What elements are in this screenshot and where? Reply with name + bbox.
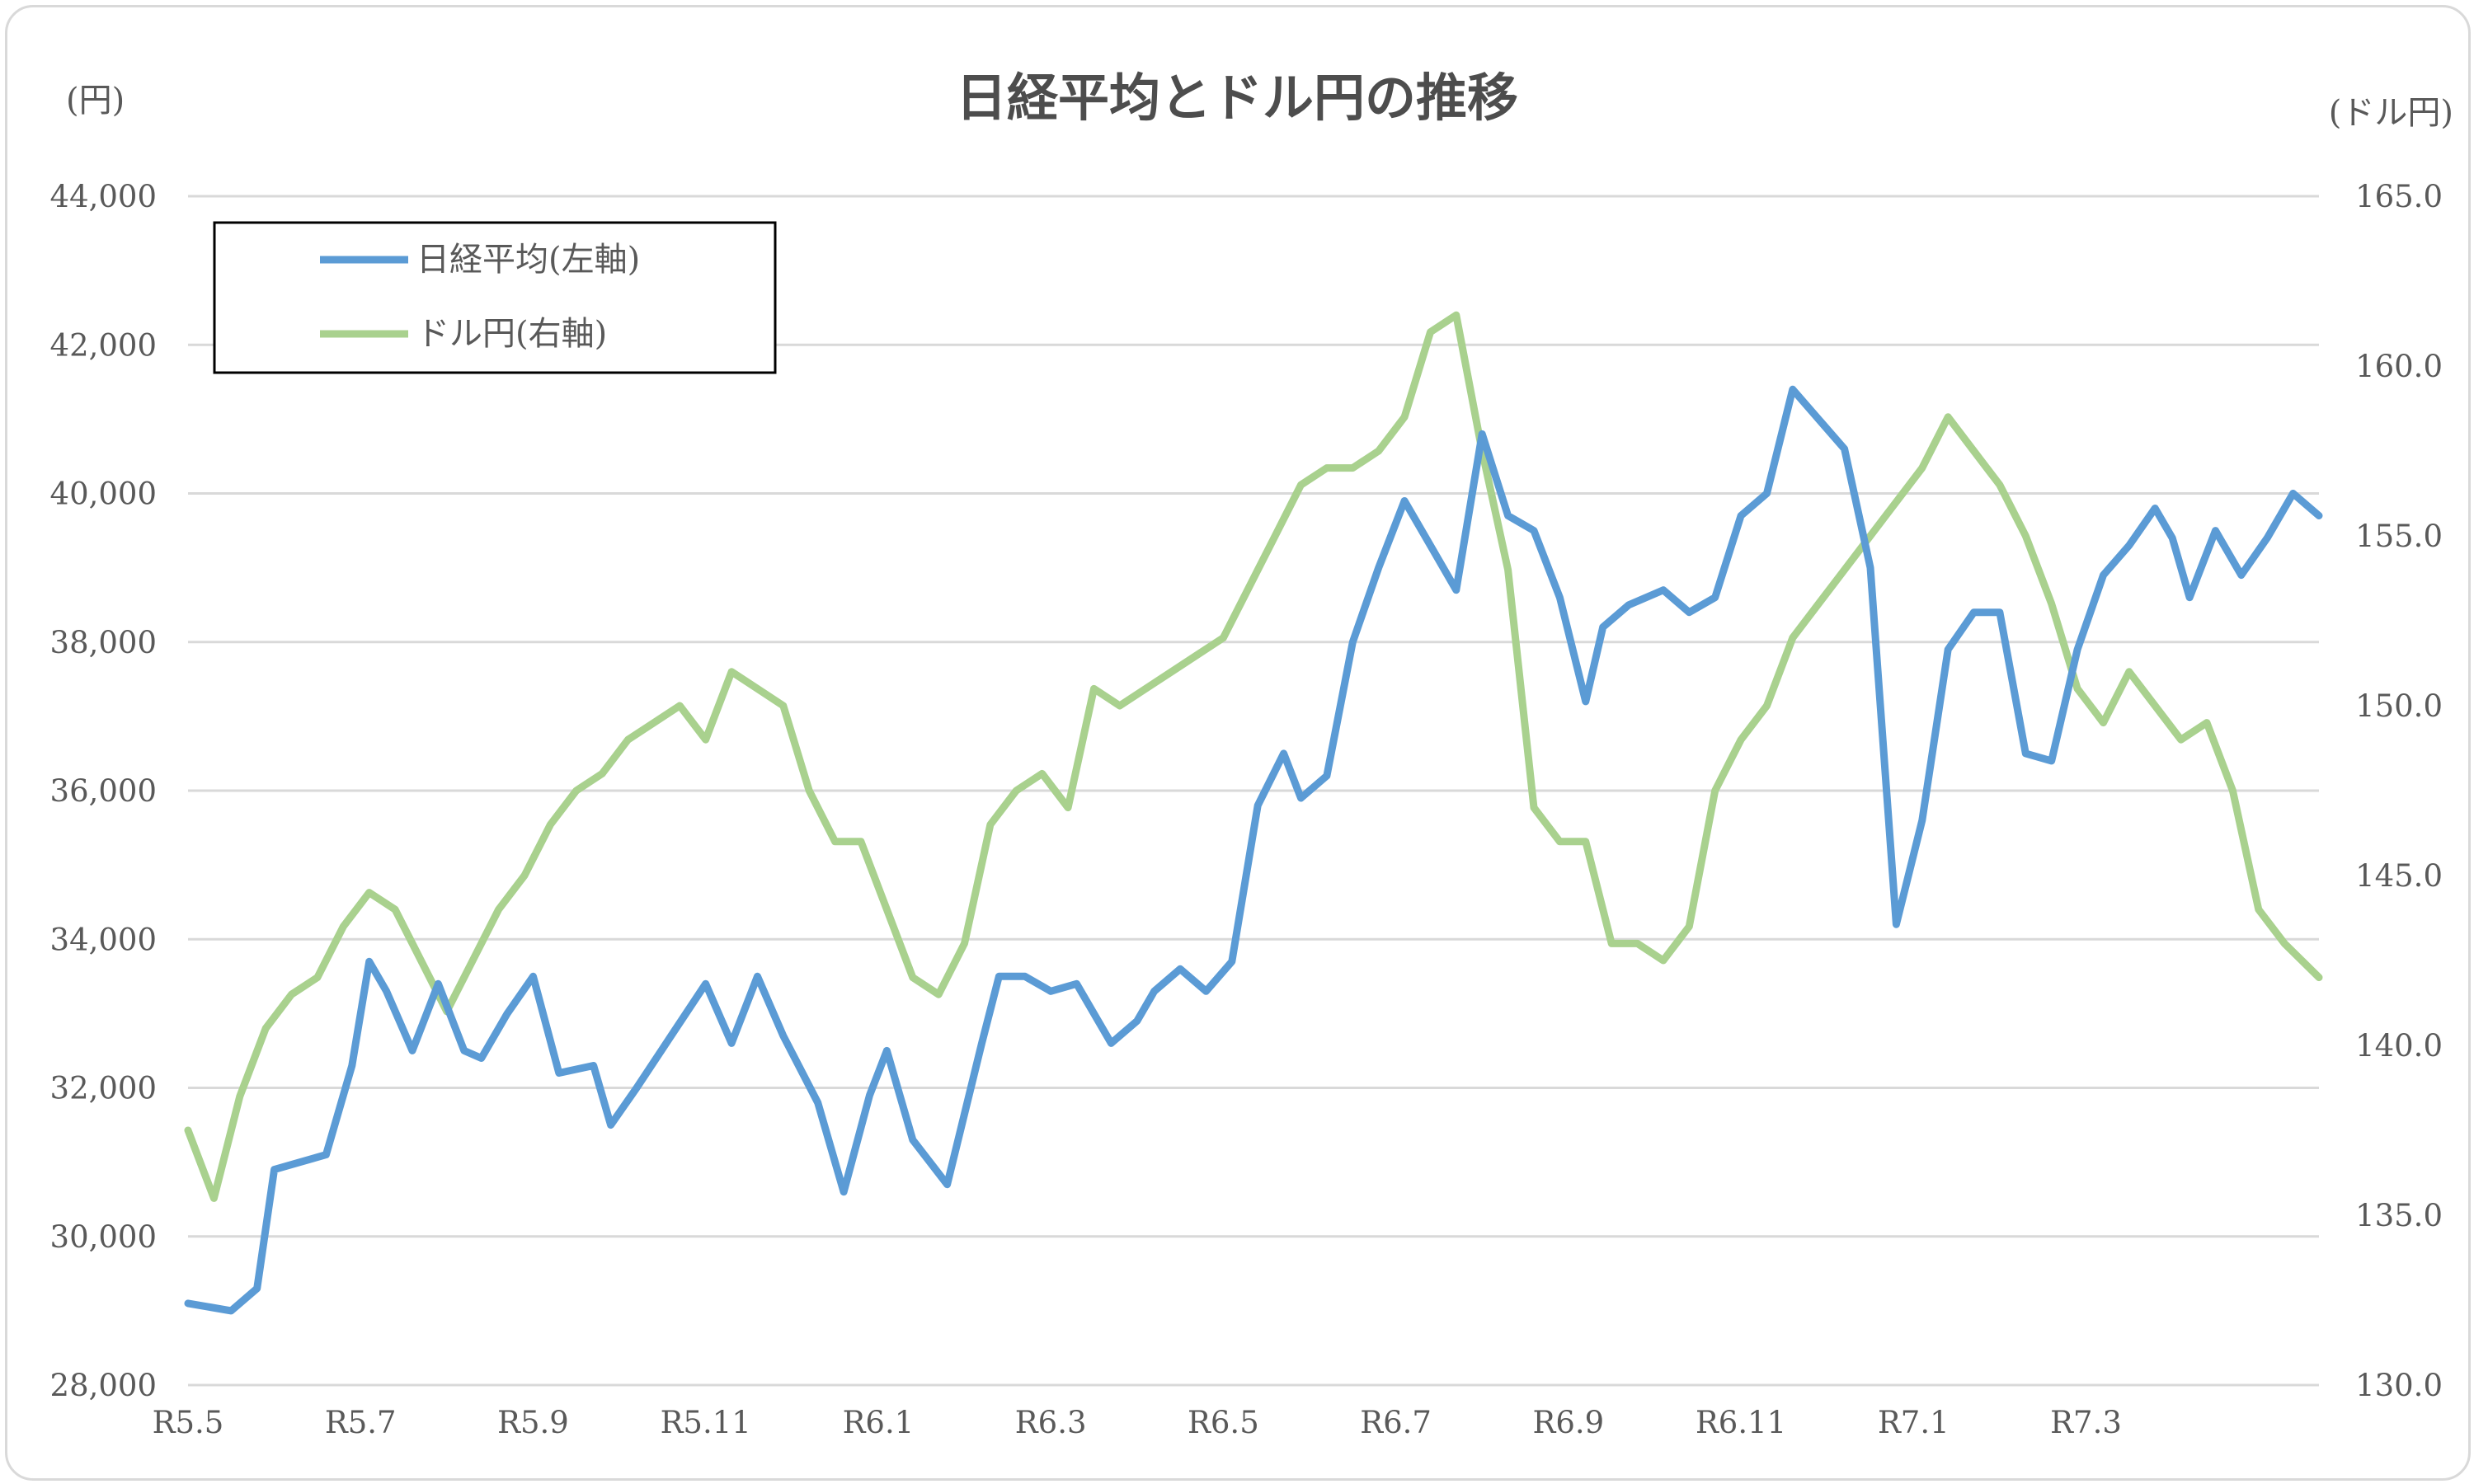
left-tick-label: 28,000 — [50, 1368, 157, 1403]
left-tick-label: 40,000 — [50, 477, 157, 512]
right-tick-label: 130.0 — [2355, 1368, 2443, 1403]
legend: 日経平均(左軸) ドル円(右軸) — [213, 221, 777, 374]
legend-nikkei-label: 日経平均(左軸) — [416, 241, 640, 279]
gridlines — [188, 195, 2319, 1387]
series-line-usdjpy — [184, 311, 2323, 1202]
left-tick-label: 34,000 — [50, 922, 157, 957]
right-tick-label: 145.0 — [2355, 858, 2443, 894]
left-axis-unit: (円) — [66, 82, 125, 120]
right-tick-label: 135.0 — [2355, 1198, 2443, 1233]
x-tick-label: R6.5 — [1188, 1405, 1259, 1440]
right-tick-label: 160.0 — [2355, 349, 2443, 384]
x-tick-label: R6.7 — [1360, 1405, 1432, 1440]
left-tick-label: 30,000 — [50, 1219, 157, 1255]
x-axis-ticks: R5.5 R5.7 R5.9 R5.11 R6.1 R6.3 R6.5 R6.7 R6.9 R6.… — [153, 1405, 2122, 1440]
right-axis-unit: (ドル円) — [2329, 94, 2453, 132]
x-tick-label: R5.9 — [497, 1405, 569, 1440]
legend-usdjpy-label: ドル円(右軸) — [416, 315, 607, 353]
x-tick-label: R6.9 — [1532, 1405, 1604, 1440]
left-tick-label: 44,000 — [50, 179, 157, 214]
right-axis-ticks: 130.0 135.0 140.0 145.0 150.0 155.0 160.0 165.0 — [2355, 179, 2443, 1403]
left-tick-label: 38,000 — [50, 625, 157, 660]
x-tick-label: R6.1 — [843, 1405, 915, 1440]
left-tick-label: 36,000 — [50, 773, 157, 809]
series-line-nikkei — [184, 385, 2323, 1315]
series-layer — [184, 311, 2323, 1315]
x-tick-label: R7.1 — [1878, 1405, 1950, 1440]
right-tick-label: 165.0 — [2355, 179, 2443, 214]
x-tick-label: R5.5 — [153, 1405, 224, 1440]
left-tick-label: 32,000 — [50, 1071, 157, 1106]
right-tick-label: 150.0 — [2355, 688, 2443, 724]
chart-title: 日経平均とドル円の推移 — [956, 68, 1518, 128]
x-tick-label: R5.7 — [325, 1405, 397, 1440]
left-tick-label: 42,000 — [50, 327, 157, 363]
right-tick-label: 140.0 — [2355, 1028, 2443, 1064]
x-tick-label: R6.11 — [1696, 1405, 1786, 1440]
x-tick-label: R6.3 — [1015, 1405, 1087, 1440]
legend-box — [213, 221, 777, 374]
left-axis-ticks: 28,000 30,000 32,000 34,000 36,000 38,000 40,0… — [50, 179, 157, 1403]
right-tick-label: 155.0 — [2355, 519, 2443, 554]
x-tick-label: R7.3 — [2050, 1405, 2122, 1440]
x-tick-label: R5.11 — [661, 1405, 751, 1440]
